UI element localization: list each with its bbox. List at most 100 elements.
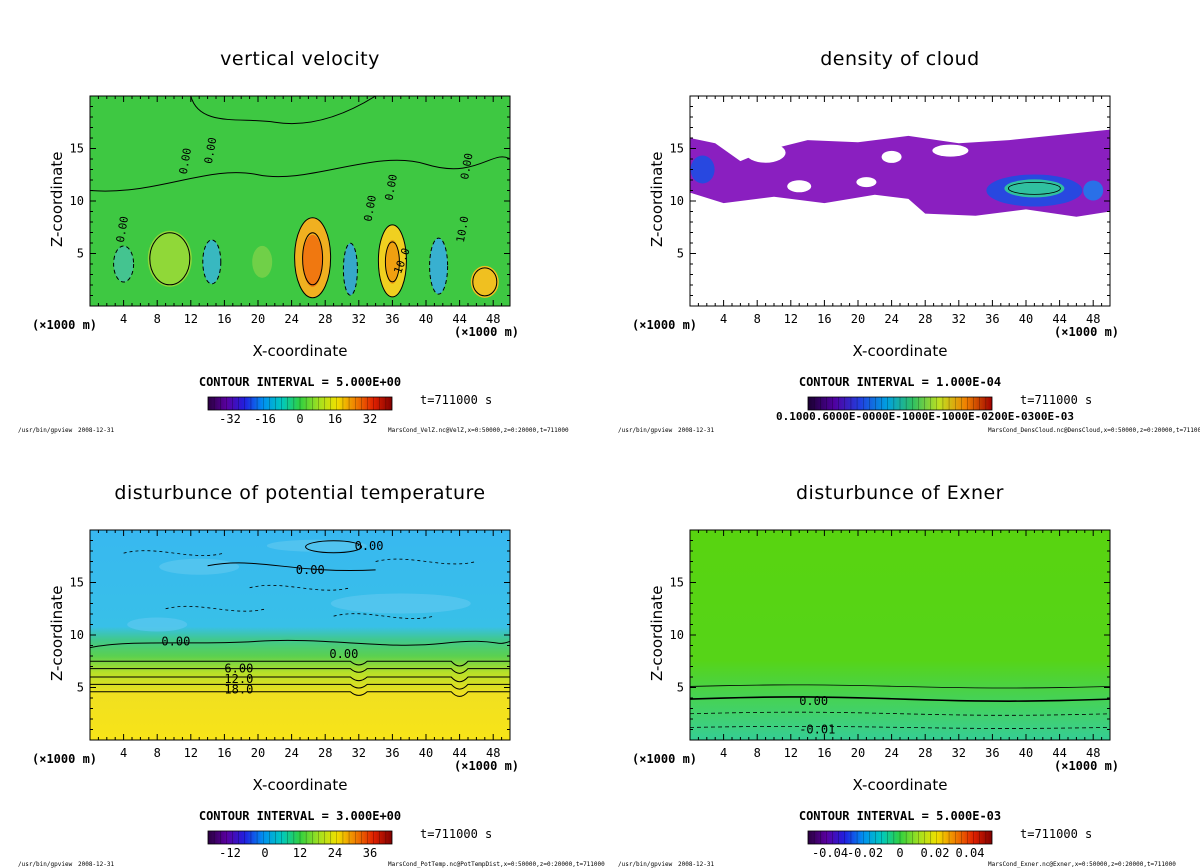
time-stamp: t=711000 s [420,827,493,841]
x-tick-label: 20 [251,312,265,326]
contour-line [90,668,510,674]
x-axis-label: X-coordinate [852,776,948,794]
contour-line [690,684,1110,689]
cloud-dense-cell [690,155,715,184]
contour-label: -0.01 [799,723,835,737]
x-tick-label: 32 [352,312,366,326]
x-tick-label: 16 [217,312,231,326]
x-tick-label: 44 [452,746,466,760]
time-stamp: t=711000 s [1020,393,1093,407]
contour-label: 0.00 [355,539,384,553]
footer-source: MarsCond_DensCloud.nc@DensCloud,x=0:5000… [988,427,1200,434]
cool-cell [113,246,134,282]
contour-label: 0.00 [383,173,400,201]
contour-line-zero [690,696,1110,702]
contour-label: 6.00 [224,662,253,676]
x-tick-label: 12 [784,312,798,326]
x-tick-label: 16 [817,312,831,326]
x-tick-label: 4 [720,312,727,326]
x-tick-label: 44 [1052,312,1066,326]
x-axis-label: X-coordinate [252,342,348,360]
cloud-gap [932,144,969,157]
y-axis-label: Z-coordinate [648,151,666,247]
contour-line-negative [690,711,1110,716]
x-tick-label: 32 [952,312,966,326]
contour-line-negative [429,237,449,295]
y-axis-label: Z-coordinate [648,585,666,681]
contour-interval: CONTOUR INTERVAL = 1.000E-04 [798,375,1002,389]
warm-cell [252,245,273,278]
contour-line [472,267,498,297]
x-tick-label: 28 [918,746,932,760]
x-tick-label: 4 [120,312,127,326]
contour-line [294,217,332,299]
contour-line-negative [123,550,225,556]
x-tick-label: 8 [154,746,161,760]
x-tick-label: 24 [284,312,298,326]
colorbar-tick-label: -16 [254,412,276,426]
footer-date: 2008-12-31 [678,427,715,434]
y-axis-label: Z-coordinate [48,151,66,247]
warm-cell [470,265,499,298]
x-tick-label: 40 [1019,312,1033,326]
x-tick-label: 20 [251,746,265,760]
cloud-gap [856,177,877,188]
footer-date: 2008-12-31 [678,861,715,868]
x-tick-label: 40 [419,746,433,760]
footer-path: /usr/bin/gpview [618,427,673,434]
x-tick-label: 16 [817,746,831,760]
y-tick-label: 15 [70,576,84,590]
cool-patch [127,617,188,632]
contour-label: 0.00 [177,147,194,175]
warm-core [385,239,400,284]
chart-title: disturbunce of Exner [795,482,1004,504]
x-tick-label: 36 [385,312,399,326]
contour-line [90,691,510,697]
x-tick-label: 36 [985,746,999,760]
y-tick-label: 10 [670,628,684,642]
x-unit-right: (×1000 m) [1054,325,1120,339]
contour-label: 18.0 [224,683,253,697]
contour-label: 0.00 [202,136,219,164]
chart-title: vertical velocity [220,48,380,70]
x-axis-label: X-coordinate [252,776,348,794]
x-unit-left: (×1000 m) [632,318,698,332]
contour-line-negative [375,558,477,565]
contour-line [377,224,407,298]
colorbar-text: 0.1000.6000E-0000E-1000E-1000E-0200E-030… [776,410,1075,423]
x-tick-label: 20 [851,746,865,760]
cool-patch [330,593,471,614]
contour-label: 0.00 [799,694,828,708]
colorbar-tick-label: 24 [328,846,342,860]
contour-line [302,232,324,286]
contour-label: 0.00 [161,634,190,648]
cloud-gap [787,180,812,193]
contour-line [90,676,510,683]
contour-line-negative [202,239,222,285]
cloud-dense-core [1004,179,1065,198]
contour-line-negative [690,725,1110,729]
x-axis-label: X-coordinate [852,342,948,360]
x-tick-label: 12 [784,746,798,760]
colorbar-tick-label: 16 [328,412,342,426]
contour-line [90,156,510,192]
x-tick-label: 36 [385,746,399,760]
colorbar-tick-label: -0.02 [847,846,883,860]
cloud-gap [881,150,902,163]
colorbar-tick-label: -0.04 [812,846,848,860]
x-tick-label: 48 [1086,312,1100,326]
x-tick-label: 48 [1086,746,1100,760]
x-tick-label: 24 [884,746,898,760]
contour-line-negative [165,605,267,612]
chart-title: density of cloud [820,48,980,70]
y-tick-label: 15 [670,576,684,590]
x-tick-label: 44 [452,312,466,326]
contour-interval: CONTOUR INTERVAL = 5.000E-03 [798,809,1002,823]
x-tick-label: 24 [884,312,898,326]
colorbar-tick-label: 0.04 [956,846,985,860]
x-unit-right: (×1000 m) [454,325,520,339]
contour-line [305,540,363,554]
x-tick-label: 8 [154,312,161,326]
x-tick-label: 28 [318,312,332,326]
